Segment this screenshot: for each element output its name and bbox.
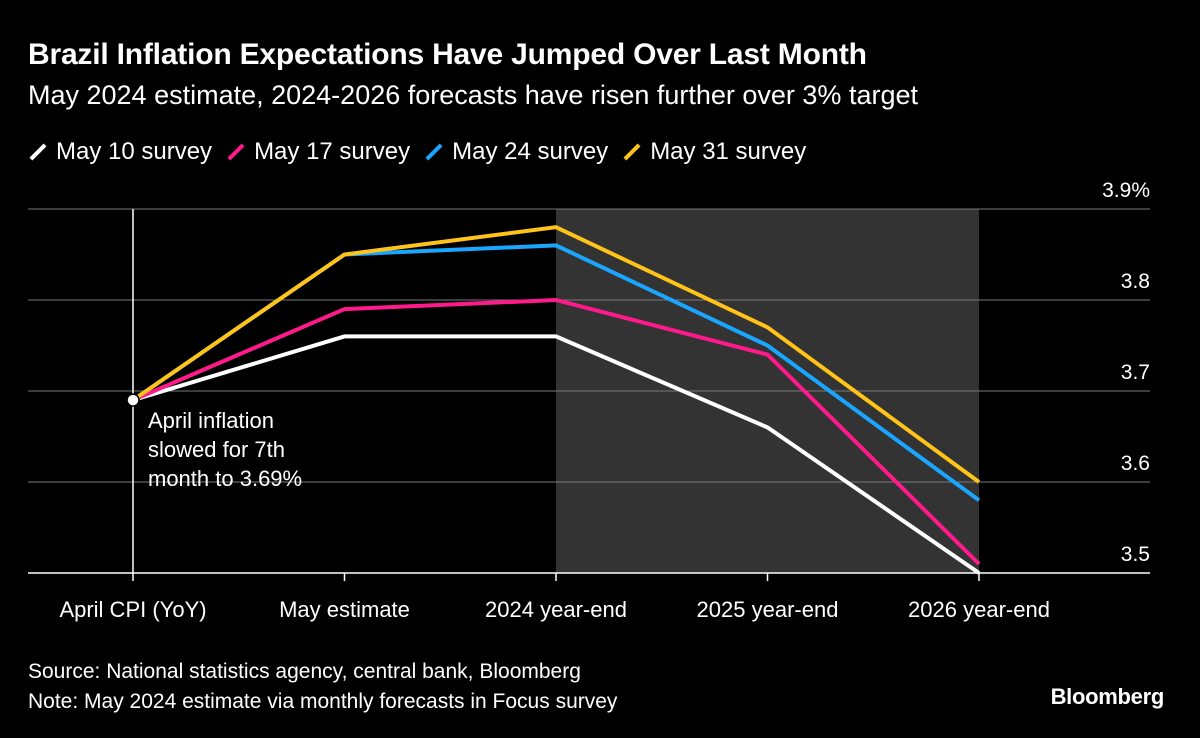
legend-label-may-31: May 31 survey <box>650 138 807 165</box>
legend-item-may-31: May 31 survey <box>622 138 806 166</box>
series-line-may-10-survey <box>132 334 981 575</box>
legend-item-may-24: May 24 survey <box>424 138 608 166</box>
y-tick-label: 3.5 <box>1121 543 1150 566</box>
annotation-text: April inflation slowed for 7th month to 3.… <box>148 408 302 491</box>
annotation-line-text: April inflation <box>148 408 274 433</box>
footnote: Note: May 2024 estimate via monthly fore… <box>28 690 618 713</box>
x-tick-label: 2025 year-end <box>697 597 839 622</box>
chart-title: Brazil Inflation Expectations Have Jumpe… <box>28 38 867 71</box>
source-note: Source: National statistics agency, cent… <box>28 660 581 683</box>
x-tick-label: 2024 year-end <box>485 597 627 622</box>
annotation-marker <box>126 393 140 407</box>
legend-item-may-10: May 10 survey <box>28 138 212 166</box>
legend-label-may-17: May 17 survey <box>254 138 411 165</box>
series-line-may-31-survey <box>131 225 981 484</box>
chart-legend: May 10 survey May 17 survey May 24 surve… <box>28 138 820 166</box>
series-line-may-17-survey <box>132 297 981 566</box>
x-tick-label: April CPI (YoY) <box>59 597 206 622</box>
y-tick-label: 3.8 <box>1121 270 1150 293</box>
y-tick-label: 3.7 <box>1121 361 1150 384</box>
y-tick-label: 3.9% <box>1102 179 1150 202</box>
x-tick-label: May estimate <box>279 597 410 622</box>
y-tick-label: 3.6 <box>1121 452 1150 475</box>
bloomberg-logo: Bloomberg <box>1050 684 1165 709</box>
annotation-line-text: month to 3.69% <box>148 466 302 491</box>
x-tick-label: 2026 year-end <box>908 597 1050 622</box>
legend-label-may-10: May 10 survey <box>56 138 213 165</box>
legend-item-may-17: May 17 survey <box>226 138 410 166</box>
chart-subtitle: May 2024 estimate, 2024-2026 forecasts h… <box>28 80 918 110</box>
legend-label-may-24: May 24 survey <box>452 138 609 165</box>
annotation-line-text: slowed for 7th <box>148 437 285 462</box>
